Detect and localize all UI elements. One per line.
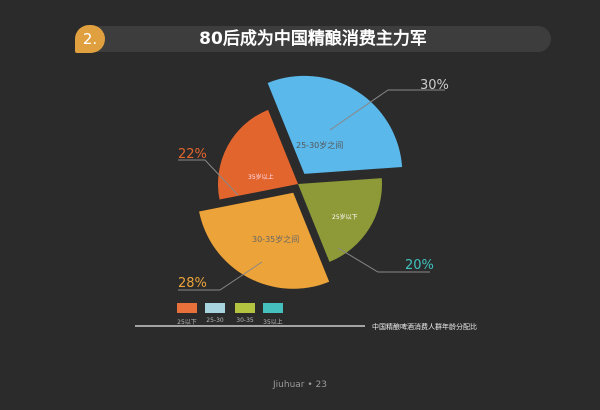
- pie-slice-1: [298, 178, 382, 262]
- slice-label-under-25: 25岁以下: [332, 214, 358, 221]
- pct-label-under-25: 20%: [405, 258, 434, 273]
- section-number: 2.: [75, 25, 105, 53]
- page-footer: Jiuhuar • 23: [273, 380, 327, 390]
- legend-swatch-0: [177, 303, 197, 313]
- leader-30: [329, 89, 445, 131]
- page-title: 80后成为中国精酿消费主力军: [199, 29, 427, 49]
- pie-slice-0: [267, 75, 403, 174]
- legend-label-1: 25-30: [206, 317, 224, 324]
- leader-28: [178, 261, 263, 291]
- pct-label-25-30: 30%: [420, 78, 449, 93]
- slice-label-over-35: 35岁以上: [248, 174, 274, 181]
- legend-swatch-1: [205, 303, 225, 313]
- header-bar: [75, 26, 551, 52]
- legend-swatch-2: [235, 303, 255, 313]
- chart-caption: 中国精酿啤酒消费人群年龄分配比: [372, 323, 477, 331]
- legend-label-3: 35以上: [263, 319, 283, 326]
- pie-slice-2: [199, 192, 330, 289]
- legend-label-0: 25以下: [177, 319, 197, 326]
- pie-slice-3: [218, 109, 298, 200]
- slice-label-25-30: 25-30岁之间: [296, 141, 344, 150]
- leader-22: [178, 159, 239, 196]
- legend-swatch-3: [263, 303, 283, 313]
- pct-label-over-35: 22%: [178, 147, 207, 162]
- slice-label-30-35: 30-35岁之间: [252, 235, 300, 244]
- pct-label-30-35: 28%: [178, 276, 207, 291]
- leader-20: [337, 247, 430, 273]
- legend-label-2: 30-35: [236, 317, 254, 324]
